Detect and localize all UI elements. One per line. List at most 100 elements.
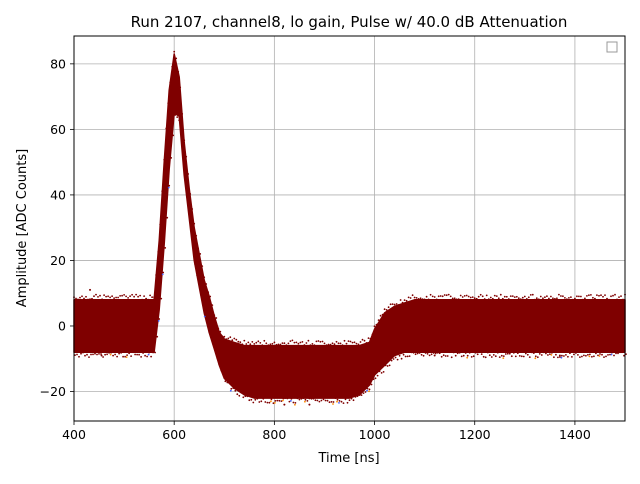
data-point xyxy=(151,296,154,299)
data-point xyxy=(460,355,463,358)
data-point xyxy=(564,297,566,299)
data-point xyxy=(518,355,521,357)
data-point xyxy=(289,340,292,342)
data-point xyxy=(268,401,271,404)
data-point xyxy=(572,298,574,301)
data-point xyxy=(503,295,506,298)
data-point xyxy=(305,342,308,344)
data-point xyxy=(466,354,469,357)
data-point xyxy=(534,357,537,360)
data-point xyxy=(106,353,108,356)
data-point xyxy=(251,341,254,343)
data-point xyxy=(191,208,194,210)
data-point xyxy=(294,402,297,404)
data-point xyxy=(620,295,622,297)
data-point xyxy=(621,351,623,354)
data-point xyxy=(119,295,121,297)
data-point xyxy=(602,295,604,298)
x-axis-ticks: 400 600 800 1000 1200 1400 xyxy=(62,421,591,442)
data-point xyxy=(470,356,473,358)
data-point xyxy=(540,354,543,356)
data-point xyxy=(612,294,614,297)
data-point xyxy=(496,351,499,354)
data-point xyxy=(599,353,601,355)
data-point xyxy=(459,294,462,297)
data-point xyxy=(303,344,306,346)
data-point xyxy=(196,274,199,277)
data-point xyxy=(591,355,593,358)
data-point xyxy=(140,356,143,358)
data-point xyxy=(293,341,296,344)
data-point xyxy=(452,351,455,354)
data-point xyxy=(188,211,191,214)
data-point xyxy=(252,401,255,404)
data-point xyxy=(239,341,242,344)
data-point xyxy=(153,296,156,299)
data-point xyxy=(618,296,620,298)
data-point xyxy=(615,352,617,355)
data-point xyxy=(465,294,468,297)
data-point xyxy=(514,355,517,358)
data-point xyxy=(551,352,553,354)
data-point xyxy=(276,399,279,402)
data-point xyxy=(90,353,92,356)
data-point xyxy=(222,372,225,375)
data-point xyxy=(400,357,403,360)
data-point xyxy=(525,298,528,300)
data-point xyxy=(424,352,427,354)
data-point xyxy=(171,65,174,68)
data-point xyxy=(482,355,485,358)
data-point xyxy=(410,351,413,354)
data-point xyxy=(358,394,361,396)
data-point xyxy=(273,341,276,344)
data-point xyxy=(508,352,511,355)
data-point xyxy=(384,364,387,367)
data-point xyxy=(403,299,406,301)
data-point xyxy=(144,354,147,357)
data-point xyxy=(532,352,535,354)
data-point xyxy=(322,398,325,401)
data-point xyxy=(623,354,625,357)
data-point xyxy=(560,356,563,359)
data-point xyxy=(156,335,159,338)
data-point xyxy=(325,344,328,346)
data-point xyxy=(308,403,311,406)
data-point xyxy=(284,397,287,399)
data-point xyxy=(254,398,257,401)
data-point xyxy=(125,356,128,358)
data-point xyxy=(406,355,409,358)
data-point xyxy=(444,355,447,357)
data-point xyxy=(167,102,170,104)
data-point xyxy=(579,356,581,358)
data-point xyxy=(438,352,441,355)
data-point xyxy=(500,354,503,357)
data-point xyxy=(597,354,599,357)
data-point xyxy=(86,353,88,356)
data-point xyxy=(172,134,175,137)
data-point xyxy=(134,353,137,356)
data-point xyxy=(409,297,412,299)
data-point xyxy=(328,401,331,404)
data-point xyxy=(544,296,546,299)
data-point xyxy=(513,296,516,298)
data-point xyxy=(233,337,236,340)
data-point xyxy=(296,397,299,400)
data-point xyxy=(393,303,396,306)
data-point xyxy=(120,352,122,354)
data-point xyxy=(311,343,314,345)
data-point xyxy=(74,354,76,356)
data-point xyxy=(366,389,368,392)
data-point xyxy=(265,342,268,345)
data-point xyxy=(573,353,575,356)
data-point xyxy=(453,297,456,300)
data-point xyxy=(236,393,239,396)
data-point xyxy=(159,223,162,226)
data-point xyxy=(391,303,394,305)
data-point xyxy=(97,296,99,298)
data-point xyxy=(565,354,567,356)
data-point xyxy=(274,402,276,404)
y-tick-label: 40 xyxy=(50,187,66,202)
data-point xyxy=(100,353,102,355)
